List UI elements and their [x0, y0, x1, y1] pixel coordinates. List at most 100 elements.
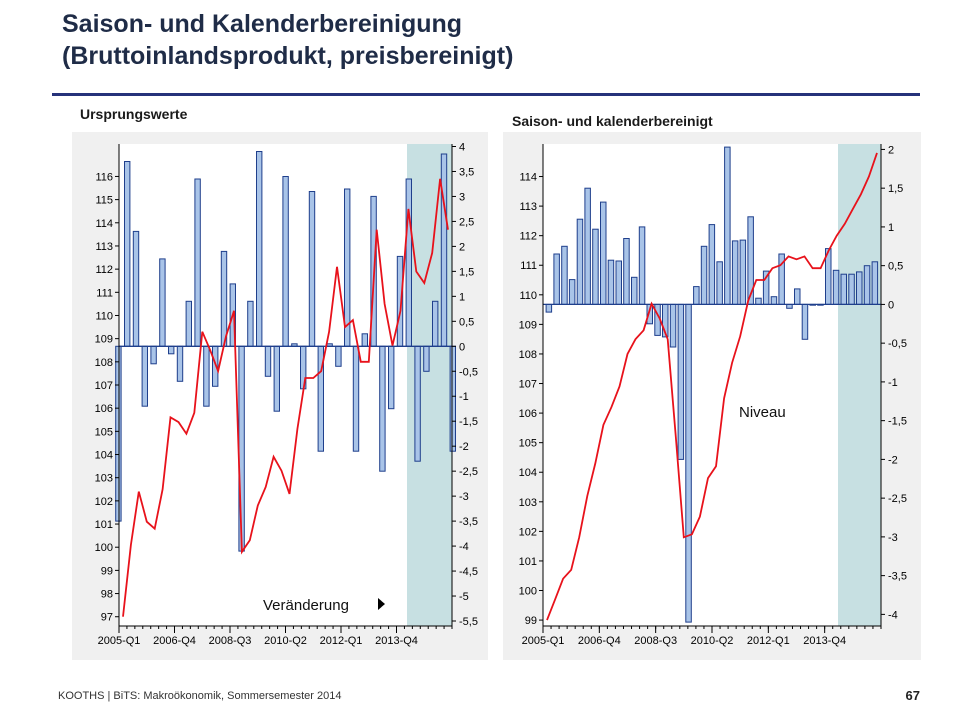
left-tick-label: 99 [101, 565, 113, 577]
right-tick-label: -2 [459, 441, 469, 453]
bar-veraenderung [132, 230, 140, 347]
bar-veraenderung [203, 345, 210, 407]
x-tick-label: 2008-Q3 [209, 635, 252, 647]
left-tick-label: 102 [95, 496, 113, 508]
bar-veraenderung [794, 288, 801, 305]
x-tick-label: 2013-Q4 [375, 635, 418, 647]
bar-veraenderung [669, 303, 677, 348]
bar-veraenderung [755, 297, 762, 305]
bar-veraenderung [832, 269, 840, 305]
bar-veraenderung [545, 303, 553, 313]
left-tick-label: 112 [519, 231, 537, 243]
page-number: 67 [905, 688, 920, 703]
bar-veraenderung [623, 238, 630, 305]
bar-veraenderung [432, 300, 439, 347]
left-tick-label: 104 [519, 467, 537, 479]
bar-veraenderung [801, 303, 809, 340]
x-tick-label: 2005-Q1 [98, 635, 141, 647]
bar-veraenderung [685, 303, 692, 623]
bar-veraenderung [124, 161, 131, 347]
footer-text: KOOTHS | BiTS: Makroökonomik, Sommerseme… [58, 690, 342, 702]
right-tick-label: -5 [459, 591, 469, 603]
x-tick-label: 2013-Q4 [803, 635, 846, 647]
bar-veraenderung [115, 345, 122, 522]
right-tick-label: -3 [459, 491, 469, 503]
left-tick-label: 113 [95, 241, 113, 253]
bar-veraenderung [871, 261, 879, 305]
bar-veraenderung [863, 265, 871, 305]
bar-veraenderung [185, 300, 192, 347]
bar-veraenderung [220, 250, 228, 347]
bar-veraenderung [361, 333, 369, 347]
line-niveau [122, 178, 449, 617]
bar-veraenderung [576, 218, 584, 305]
left-tick-label: 106 [95, 403, 113, 415]
right-tick-label: -3,5 [888, 571, 907, 583]
right-tick-label: -4 [888, 609, 898, 621]
left-tick-label: 102 [519, 526, 537, 538]
chart-ursprungswerte: 9798991001011021031041051061071081091101… [72, 132, 488, 660]
right-tick-label: 2 [459, 241, 465, 253]
bar-veraenderung [693, 286, 700, 305]
left-tick-label: 100 [519, 586, 537, 598]
bar-veraenderung [731, 240, 739, 305]
left-tick-label: 110 [519, 290, 537, 302]
right-tick-label: -3 [888, 532, 898, 544]
left-tick-label: 111 [520, 260, 537, 272]
right-tick-label: -1,5 [459, 416, 478, 428]
bar-veraenderung [335, 345, 342, 367]
bar-veraenderung [568, 279, 576, 305]
x-tick-label: 2005-Q1 [522, 635, 565, 647]
right-tick-label: -1 [888, 377, 898, 389]
bar-veraenderung [856, 271, 863, 305]
right-tick-label: 3,5 [459, 166, 474, 178]
bar-veraenderung [638, 226, 646, 305]
x-tick-label: 2006-Q4 [153, 635, 196, 647]
left-tick-label: 111 [96, 287, 113, 299]
left-tick-label: 107 [519, 379, 537, 391]
left-tick-label: 105 [95, 426, 113, 438]
right-tick-label: 4 [459, 141, 465, 153]
right-tick-label: -2,5 [888, 493, 907, 505]
slide-title-line-1: Saison- und Kalenderbereinigung [62, 10, 463, 38]
right-tick-label: -3,5 [459, 516, 478, 528]
bar-veraenderung [264, 345, 272, 377]
left-tick-label: 103 [519, 497, 537, 509]
bar-veraenderung [553, 253, 560, 305]
right-tick-label: 0 [459, 341, 465, 353]
slide-title-line-2: (Bruttoinlandsprodukt, preisbereinigt) [62, 42, 514, 70]
chart-title-ursprungswerte: Ursprungswerte [80, 106, 188, 122]
line-niveau [546, 152, 878, 621]
left-tick-label: 114 [519, 172, 537, 184]
left-tick-label: 104 [95, 450, 113, 462]
bar-veraenderung [770, 296, 778, 305]
bar-veraenderung [379, 345, 386, 472]
shaded-period [838, 144, 881, 626]
right-tick-label: 1,5 [888, 183, 903, 195]
left-tick-label: 112 [95, 264, 113, 276]
bar-veraenderung [724, 146, 731, 305]
left-tick-label: 110 [95, 310, 113, 322]
plot-area [543, 144, 881, 626]
bar-veraenderung [247, 300, 254, 347]
annotation-label: Niveau [739, 404, 786, 421]
left-tick-label: 106 [519, 408, 537, 420]
right-tick-label: 0,5 [459, 316, 474, 328]
left-tick-label: 108 [519, 349, 537, 361]
right-tick-label: 1 [459, 291, 465, 303]
title-divider [52, 93, 920, 96]
x-tick-label: 2012-Q1 [747, 635, 790, 647]
right-tick-label: -4 [459, 541, 469, 553]
right-tick-label: -0,5 [888, 338, 907, 350]
bar-veraenderung [414, 345, 421, 462]
right-tick-label: -2,5 [459, 466, 478, 478]
left-tick-label: 97 [101, 612, 113, 624]
x-tick-label: 2010-Q2 [691, 635, 734, 647]
right-tick-label: 0 [888, 299, 894, 311]
x-tick-label: 2006-Q4 [578, 635, 621, 647]
left-tick-label: 109 [95, 334, 113, 346]
right-tick-label: -4,5 [459, 566, 478, 578]
bar-veraenderung [677, 303, 685, 460]
right-tick-label: -2 [888, 454, 898, 466]
right-tick-label: -1 [459, 391, 469, 403]
